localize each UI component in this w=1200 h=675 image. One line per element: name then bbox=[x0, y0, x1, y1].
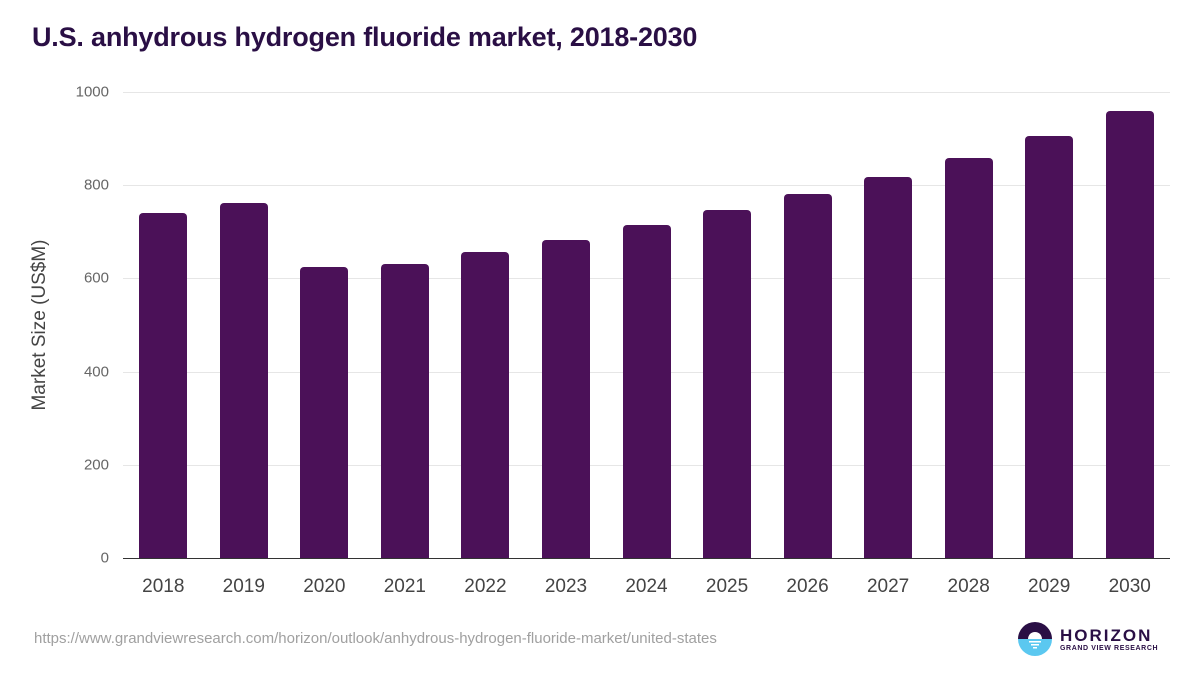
x-tick-label: 2020 bbox=[303, 576, 346, 597]
bar-2027[interactable] bbox=[864, 176, 913, 558]
y-axis-label: Market Size (US$M) bbox=[29, 239, 50, 411]
bar-2023[interactable] bbox=[541, 240, 590, 558]
x-axis-line bbox=[123, 558, 1170, 559]
logo-name: HORIZON bbox=[1060, 625, 1153, 645]
gridline bbox=[123, 92, 1170, 93]
bar-2030[interactable] bbox=[1105, 111, 1154, 558]
bar-2028[interactable] bbox=[944, 158, 993, 558]
x-tick-label: 2029 bbox=[1028, 576, 1071, 597]
horizon-logo: HORIZON GRAND VIEW RESEARCH bbox=[1018, 622, 1158, 656]
bar-2029[interactable] bbox=[1025, 135, 1074, 558]
x-tick-label: 2027 bbox=[866, 576, 910, 597]
x-tick-label: 2026 bbox=[786, 576, 829, 597]
logo-subtitle: GRAND VIEW RESEARCH bbox=[1060, 644, 1159, 652]
plot-area bbox=[123, 92, 1170, 559]
x-tick-label: 2025 bbox=[705, 576, 749, 597]
x-tick-label: 2022 bbox=[464, 576, 507, 597]
y-tick-label: 1000 bbox=[75, 83, 109, 101]
y-tick-label: 800 bbox=[83, 176, 109, 194]
bar-2026[interactable] bbox=[783, 194, 832, 558]
horizon-logo-icon bbox=[1018, 622, 1052, 656]
x-tick-label: 2018 bbox=[142, 576, 185, 597]
y-tick-label: 0 bbox=[100, 549, 109, 567]
bar-2020[interactable] bbox=[300, 267, 349, 558]
y-tick-label: 600 bbox=[83, 269, 109, 287]
y-tick-label: 200 bbox=[83, 456, 109, 474]
bar-2018[interactable] bbox=[139, 213, 188, 558]
x-tick-label: 2024 bbox=[625, 576, 668, 597]
gridline bbox=[123, 185, 1170, 187]
chart-title: U.S. anhydrous hydrogen fluoride market,… bbox=[32, 22, 698, 52]
bar-2022[interactable] bbox=[461, 251, 510, 558]
bar-2024[interactable] bbox=[622, 224, 671, 558]
x-tick-label: 2030 bbox=[1108, 576, 1151, 597]
bar-2025[interactable] bbox=[703, 209, 752, 558]
x-tick-label: 2021 bbox=[383, 576, 427, 597]
y-tick-label: 400 bbox=[83, 363, 109, 381]
bar-2021[interactable] bbox=[380, 263, 429, 558]
bar-2019[interactable] bbox=[219, 202, 268, 558]
x-tick-label: 2023 bbox=[544, 576, 588, 597]
x-tick-label: 2019 bbox=[222, 576, 265, 597]
x-tick-label: 2028 bbox=[947, 576, 990, 597]
source-url[interactable]: https://www.grandviewresearch.com/horizo… bbox=[34, 630, 717, 647]
